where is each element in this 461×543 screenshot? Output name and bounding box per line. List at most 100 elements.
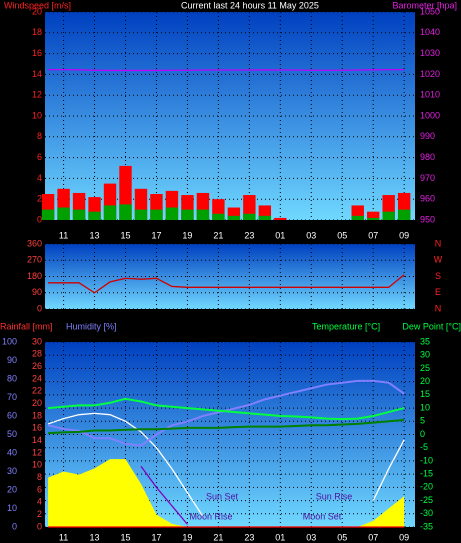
x-tick-label: 05 — [337, 532, 347, 542]
y-tick-label: 28 — [32, 349, 42, 359]
y-tick-label: 14 — [32, 69, 42, 79]
x-tick-label: 07 — [368, 230, 378, 240]
wind-bar — [367, 217, 380, 220]
y2-tick-label: 1010 — [420, 90, 440, 100]
y2-tick-label: 25 — [420, 363, 430, 373]
y-tick-label: 20 — [32, 6, 42, 16]
y-tick-label: 16 — [32, 423, 42, 433]
y2-tick-label: 10 — [420, 402, 430, 412]
humidity-tick-label: 0 — [12, 521, 17, 531]
y-tick-label: 8 — [37, 472, 42, 482]
y2-tick-label: 980 — [420, 152, 435, 162]
wind-bar — [243, 213, 256, 220]
wind-bar — [88, 211, 101, 220]
annotation: Sun Rise — [316, 491, 353, 501]
x-tick-label: 13 — [90, 230, 100, 240]
wind-bar — [72, 209, 86, 220]
x-tick-label: 09 — [399, 230, 409, 240]
x-tick-label: 23 — [244, 230, 254, 240]
wind-bar — [212, 213, 225, 220]
x-tick-label: 01 — [275, 230, 285, 240]
annotation: Moon Set — [303, 511, 342, 521]
compass-label: E — [435, 287, 441, 297]
y2-tick-label: 950 — [420, 214, 435, 224]
humidity-tick-label: 100 — [2, 336, 17, 346]
y-tick-label: 16 — [32, 48, 42, 58]
y-tick-label: 20 — [32, 398, 42, 408]
y-tick-label: 0 — [37, 303, 42, 313]
y-axis-title: Windspeed [m/s] — [4, 0, 71, 10]
x-tick-label: 21 — [213, 230, 223, 240]
wind-bar — [103, 205, 117, 220]
x-tick-label: 21 — [213, 532, 223, 542]
x-tick-label: 11 — [59, 532, 68, 542]
line — [48, 68, 405, 72]
dew-axis-title: Dew Point [°C] — [402, 321, 461, 331]
wind-bar — [134, 209, 148, 220]
y2-tick-label: 35 — [420, 336, 430, 346]
y-tick-label: 18 — [32, 27, 42, 37]
y2-tick-label: 1050 — [420, 6, 440, 16]
humidity-tick-label: 30 — [7, 466, 17, 476]
y-tick-label: 4 — [37, 497, 42, 507]
y-tick-label: 12 — [32, 447, 42, 457]
annotation: Sun Set — [206, 491, 239, 501]
annotation: Moon Rise — [189, 511, 232, 521]
y-tick-label: 270 — [27, 255, 42, 265]
humidity-axis-title: Humidity [%] — [66, 321, 117, 331]
wind-bar — [165, 207, 179, 220]
x-tick-label: 15 — [120, 230, 130, 240]
y2-tick-label: 1040 — [420, 27, 440, 37]
compass-label: S — [435, 271, 441, 281]
y-tick-label: 30 — [32, 336, 42, 346]
wind-bar — [397, 209, 411, 220]
x-tick-label: 19 — [182, 230, 192, 240]
y-tick-label: 10 — [32, 110, 42, 120]
humidity-tick-label: 80 — [7, 373, 17, 383]
y2-tick-label: -35 — [420, 521, 433, 531]
wind-bar — [119, 204, 132, 220]
chart-title: Current last 24 hours 11 May 2025 — [181, 0, 319, 10]
humidity-tick-label: 60 — [7, 410, 17, 420]
humidity-tick-label: 90 — [7, 355, 17, 365]
wind-bar — [41, 209, 55, 220]
y2-tick-label: 970 — [420, 173, 435, 183]
compass-label: W — [434, 255, 443, 265]
x-tick-label: 09 — [399, 532, 409, 542]
y2-tick-label: -15 — [420, 469, 433, 479]
line — [140, 465, 188, 525]
x-tick-label: 17 — [151, 230, 161, 240]
x-tick-label: 05 — [337, 230, 347, 240]
y-tick-label: 24 — [32, 373, 42, 383]
y2-tick-label: 20 — [420, 376, 430, 386]
y2-tick-label: 1000 — [420, 110, 440, 120]
y2-tick-label: 990 — [420, 131, 435, 141]
y-tick-label: 26 — [32, 361, 42, 371]
y2-tick-label: 15 — [420, 389, 430, 399]
x-tick-label: 17 — [151, 532, 161, 542]
y-tick-label: 0 — [37, 214, 42, 224]
wind-bar — [227, 215, 241, 220]
humidity-tick-label: 50 — [7, 429, 17, 439]
wind-bar — [351, 215, 364, 220]
wind-bar — [258, 215, 272, 220]
x-tick-label: 03 — [306, 532, 316, 542]
x-tick-label: 19 — [182, 532, 192, 542]
line — [47, 412, 405, 517]
series-line — [48, 397, 405, 421]
y-axis-title: Rainfall [mm] — [0, 321, 53, 331]
compass-label: N — [435, 238, 442, 248]
x-tick-label: 03 — [306, 230, 316, 240]
wind-bar — [150, 209, 163, 220]
line — [48, 274, 405, 294]
wind-bar — [382, 211, 395, 220]
y-tick-label: 360 — [27, 238, 42, 248]
humidity-tick-label: 10 — [7, 503, 17, 513]
x-tick-label: 01 — [275, 532, 285, 542]
y-tick-label: 0 — [37, 521, 42, 531]
y-tick-label: 22 — [32, 386, 42, 396]
y-tick-label: 4 — [37, 173, 42, 183]
compass-label: N — [435, 303, 442, 313]
y2-tick-label: -20 — [420, 482, 433, 492]
y-tick-label: 6 — [37, 152, 42, 162]
